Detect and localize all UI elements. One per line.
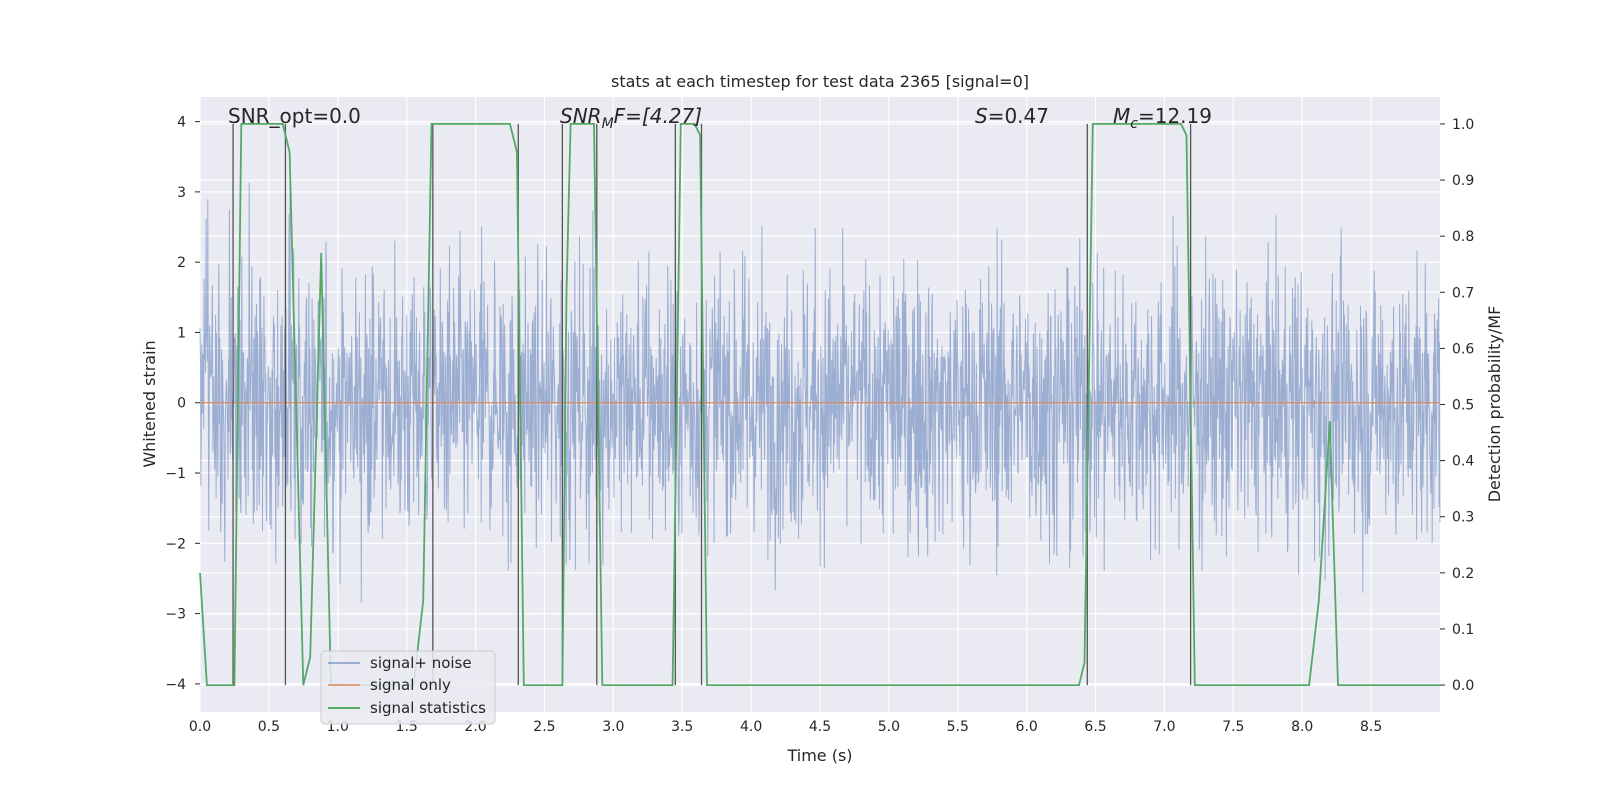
x-tick-label: 4.0 <box>740 719 762 735</box>
x-tick-label: 4.5 <box>809 719 831 735</box>
gridlines <box>199 97 1440 712</box>
y2-tick-label: 0.9 <box>1452 173 1474 189</box>
annotation-snr-mf-base: SNR <box>560 104 602 128</box>
x-tick-label: 6.5 <box>1084 719 1106 735</box>
y-tick-label: 1 <box>177 325 186 341</box>
axis-ticks: 0.0 0.5 1.0 1.5 2.0 2.5 3.0 3.5 4.0 4.5 5.0 5.5 6.0 6… <box>165 115 1474 735</box>
x-tick-label: 8.0 <box>1291 719 1313 735</box>
x-tick-label: 0.0 <box>189 719 211 735</box>
y2-tick-label: 0.3 <box>1452 510 1474 526</box>
y-tick-label: −4 <box>165 677 186 693</box>
annotation-mc-sub: c <box>1130 116 1138 132</box>
y-tick-label: 3 <box>177 185 186 201</box>
series-signal-noise <box>199 182 1441 603</box>
x-tick-label: 5.0 <box>878 719 900 735</box>
x-tick-label: 7.0 <box>1153 719 1175 735</box>
annotation-snr-mf-f: F=[4.27] <box>614 104 702 128</box>
legend-label-signal-noise: signal+ noise <box>370 654 472 672</box>
x-tick-label: 6.0 <box>1016 719 1038 735</box>
y-tick-label: 4 <box>177 115 186 131</box>
annotation-snr-mf-sub: M <box>602 116 614 132</box>
chart-title: stats at each timestep for test data 236… <box>611 72 1029 91</box>
annotation-s-val: =0.47 <box>988 104 1049 128</box>
x-tick-label: 3.5 <box>671 719 693 735</box>
x-tick-label: 0.5 <box>258 719 280 735</box>
y2-tick-label: 0.5 <box>1452 398 1474 414</box>
y2-tick-label: 0.0 <box>1452 678 1474 694</box>
signal-statistics-line <box>199 123 1440 686</box>
y2-axis-label: Detection probability/MF <box>1485 306 1504 503</box>
signal-noise-line <box>199 182 1441 603</box>
vertical-markers <box>232 123 1192 686</box>
x-tick-label: 8.5 <box>1360 719 1382 735</box>
y2-tick-label: 1.0 <box>1452 117 1474 133</box>
y-tick-label: −2 <box>165 536 186 552</box>
x-tick-label: 7.5 <box>1222 719 1244 735</box>
y-tick-label: −3 <box>165 607 186 623</box>
x-tick-label: 5.5 <box>947 719 969 735</box>
x-tick-label: 2.5 <box>533 719 555 735</box>
y-tick-label: −1 <box>165 466 186 482</box>
annotation-snr-mf: SNRMF=[4.27] <box>560 104 702 132</box>
annotation-mc-val: =12.19 <box>1138 104 1212 128</box>
series-signal-statistics <box>199 123 1440 686</box>
x-axis-label: Time (s) <box>786 746 852 765</box>
y2-tick-label: 0.4 <box>1452 454 1474 470</box>
y-tick-label: 2 <box>177 255 186 271</box>
legend: signal+ noise signal only signal statist… <box>320 650 496 725</box>
annotation-mc-var: M <box>1113 104 1130 128</box>
legend-label-signal-only: signal only <box>370 676 451 694</box>
y-axis-label: Whitened strain <box>140 340 159 467</box>
annotation-mc: Mc=12.19 <box>1113 104 1212 132</box>
annotation-snr-opt: SNR_opt=0.0 <box>228 104 361 128</box>
y2-tick-label: 0.8 <box>1452 229 1474 245</box>
y2-tick-label: 0.7 <box>1452 285 1474 301</box>
annotation-s: S=0.47 <box>975 104 1049 128</box>
y2-tick-label: 0.1 <box>1452 622 1474 638</box>
y2-tick-label: 0.6 <box>1452 341 1474 357</box>
legend-box <box>320 650 496 725</box>
x-tick-label: 3.0 <box>602 719 624 735</box>
legend-label-signal-statistics: signal statistics <box>370 699 486 717</box>
y-tick-label: 0 <box>177 396 186 412</box>
annotation-s-var: S <box>975 104 988 128</box>
y2-tick-label: 0.2 <box>1452 566 1474 582</box>
